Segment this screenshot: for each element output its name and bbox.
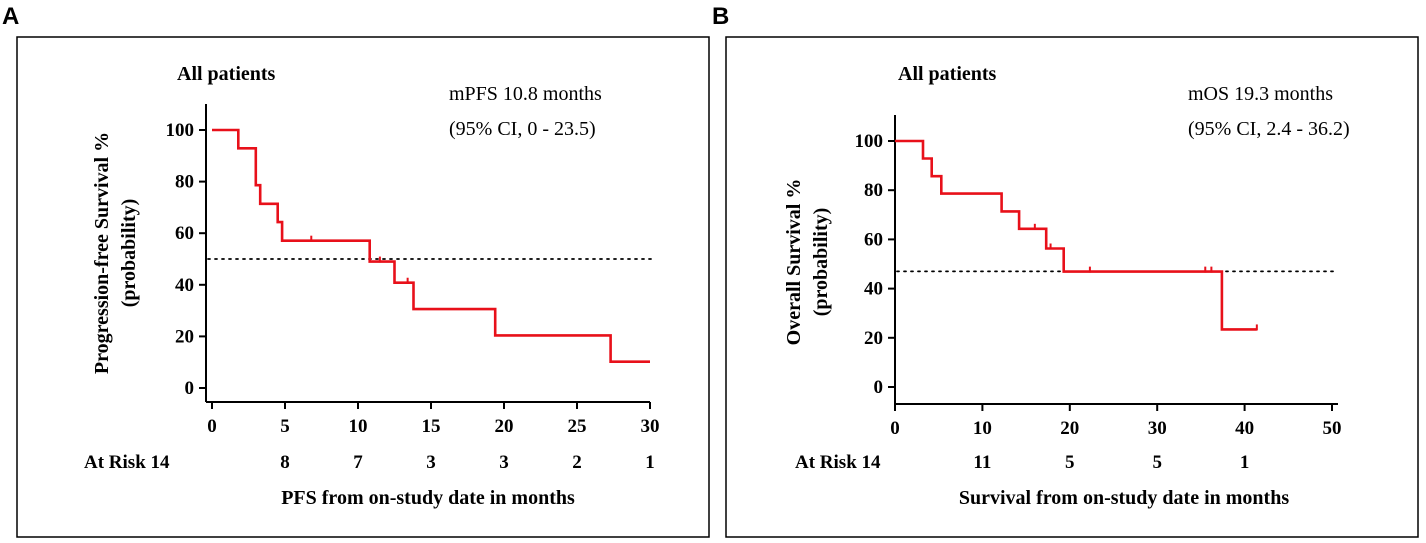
panel-a-y-tick-label: 80: [175, 172, 194, 193]
panel-b-at-risk-values: 11 5 5 1: [973, 452, 1249, 473]
panel-a-y-tick-label: 0: [185, 378, 195, 399]
panel-b-y-tick-label: 60: [864, 229, 883, 250]
panel-a-at-risk-value: 7: [353, 452, 363, 473]
panel-b-frame: [725, 36, 1419, 538]
panel-a-frame: [16, 36, 710, 538]
panel-b-x-ticks: 0 10 20 30 40 50: [890, 404, 1342, 439]
panel-a-x-tick-label: 30: [641, 416, 660, 437]
panel-a-at-risk-value: 3: [426, 452, 436, 473]
panel-a-y-tick-label: 40: [175, 275, 194, 296]
panel-b-ylabel-sub: (probability): [810, 208, 832, 317]
panel-b-series: [895, 139, 1257, 331]
panel-b-x-tick-label: 10: [973, 418, 992, 439]
panel-a-at-risk-value: 8: [280, 452, 290, 473]
panel-b-label: B: [712, 3, 729, 30]
panel-a-km-curve: [212, 128, 650, 364]
panel-a-ylabel-sub: (probability): [118, 199, 140, 308]
panel-b-x-tick-label: 40: [1235, 418, 1254, 439]
panel-b-y-tick-label: 80: [864, 180, 883, 201]
panel-b-x-tick-label: 20: [1060, 418, 1079, 439]
panel-a-at-risk-value: 3: [499, 452, 509, 473]
panel-a-y-tick-label: 20: [175, 326, 194, 347]
panel-a-censor-marks: [310, 235, 409, 284]
panel-b-y-tick-label: 20: [864, 328, 883, 349]
panel-a-y-tick-label: 100: [166, 120, 195, 141]
panel-a-x-tick-label: 25: [568, 416, 587, 437]
panel-b-x-tick-label: 50: [1323, 418, 1342, 439]
panel-b-ci: (95% CI, 2.4 - 36.2): [1188, 118, 1350, 140]
panel-a: A All patients mPFS 10.8 months (95% CI,…: [2, 3, 710, 538]
panel-b-y-ticks: 0 20 40 60 80 100: [855, 131, 895, 398]
panel-a-x-ticks: 0 5 10 15 20 25 30: [207, 402, 660, 437]
panel-b-at-risk-value: 11: [973, 452, 991, 473]
panel-b-censor-marks: [1033, 223, 1258, 331]
panel-a-ylabel: Progression-free Survival %: [91, 132, 113, 374]
panel-b-ylabel: Overall Survival %: [783, 179, 805, 346]
panel-b-y-tick-label: 0: [874, 377, 884, 398]
panel-a-at-risk-label: At Risk 14: [84, 452, 170, 473]
panel-b-y-tick-label: 100: [855, 131, 884, 152]
panel-b-at-risk-value: 5: [1065, 452, 1075, 473]
panel-b-median: mOS 19.3 months: [1188, 83, 1333, 105]
panel-b-at-risk-label: At Risk 14: [795, 452, 881, 473]
panel-a-label: A: [2, 3, 19, 30]
panel-a-x-tick-label: 15: [422, 416, 441, 437]
panel-a-x-tick-label: 5: [280, 416, 290, 437]
panel-a-xlabel: PFS from on-study date in months: [281, 487, 575, 509]
panel-b-x-tick-label: 0: [890, 418, 900, 439]
panel-a-title: All patients: [177, 63, 276, 85]
panel-a-x-tick-label: 0: [207, 416, 217, 437]
panel-b-title: All patients: [898, 63, 997, 85]
panel-b-xlabel: Survival from on-study date in months: [959, 487, 1289, 509]
panel-a-ci: (95% CI, 0 - 23.5): [449, 118, 596, 140]
panel-a-x-tick-label: 10: [349, 416, 368, 437]
panel-b-at-risk-value: 1: [1240, 452, 1250, 473]
panel-b-at-risk-value: 5: [1152, 452, 1162, 473]
panel-a-median: mPFS 10.8 months: [449, 83, 602, 105]
panel-a-at-risk-value: 1: [645, 452, 655, 473]
panel-a-x-tick-label: 20: [495, 416, 514, 437]
panel-a-at-risk-values: 8 7 3 3 2 1: [280, 452, 655, 473]
panel-a-series: [212, 128, 650, 364]
panel-b-x-tick-label: 30: [1148, 418, 1167, 439]
panel-a-at-risk-value: 2: [572, 452, 582, 473]
panel-a-y-tick-label: 60: [175, 223, 194, 244]
panel-b-km-curve: [895, 139, 1257, 331]
panel-a-y-ticks: 0 20 40 60 80 100: [166, 120, 206, 399]
panel-b: B All patients mOS 19.3 months (95% CI, …: [712, 3, 1419, 538]
panel-b-y-tick-label: 40: [864, 279, 883, 300]
